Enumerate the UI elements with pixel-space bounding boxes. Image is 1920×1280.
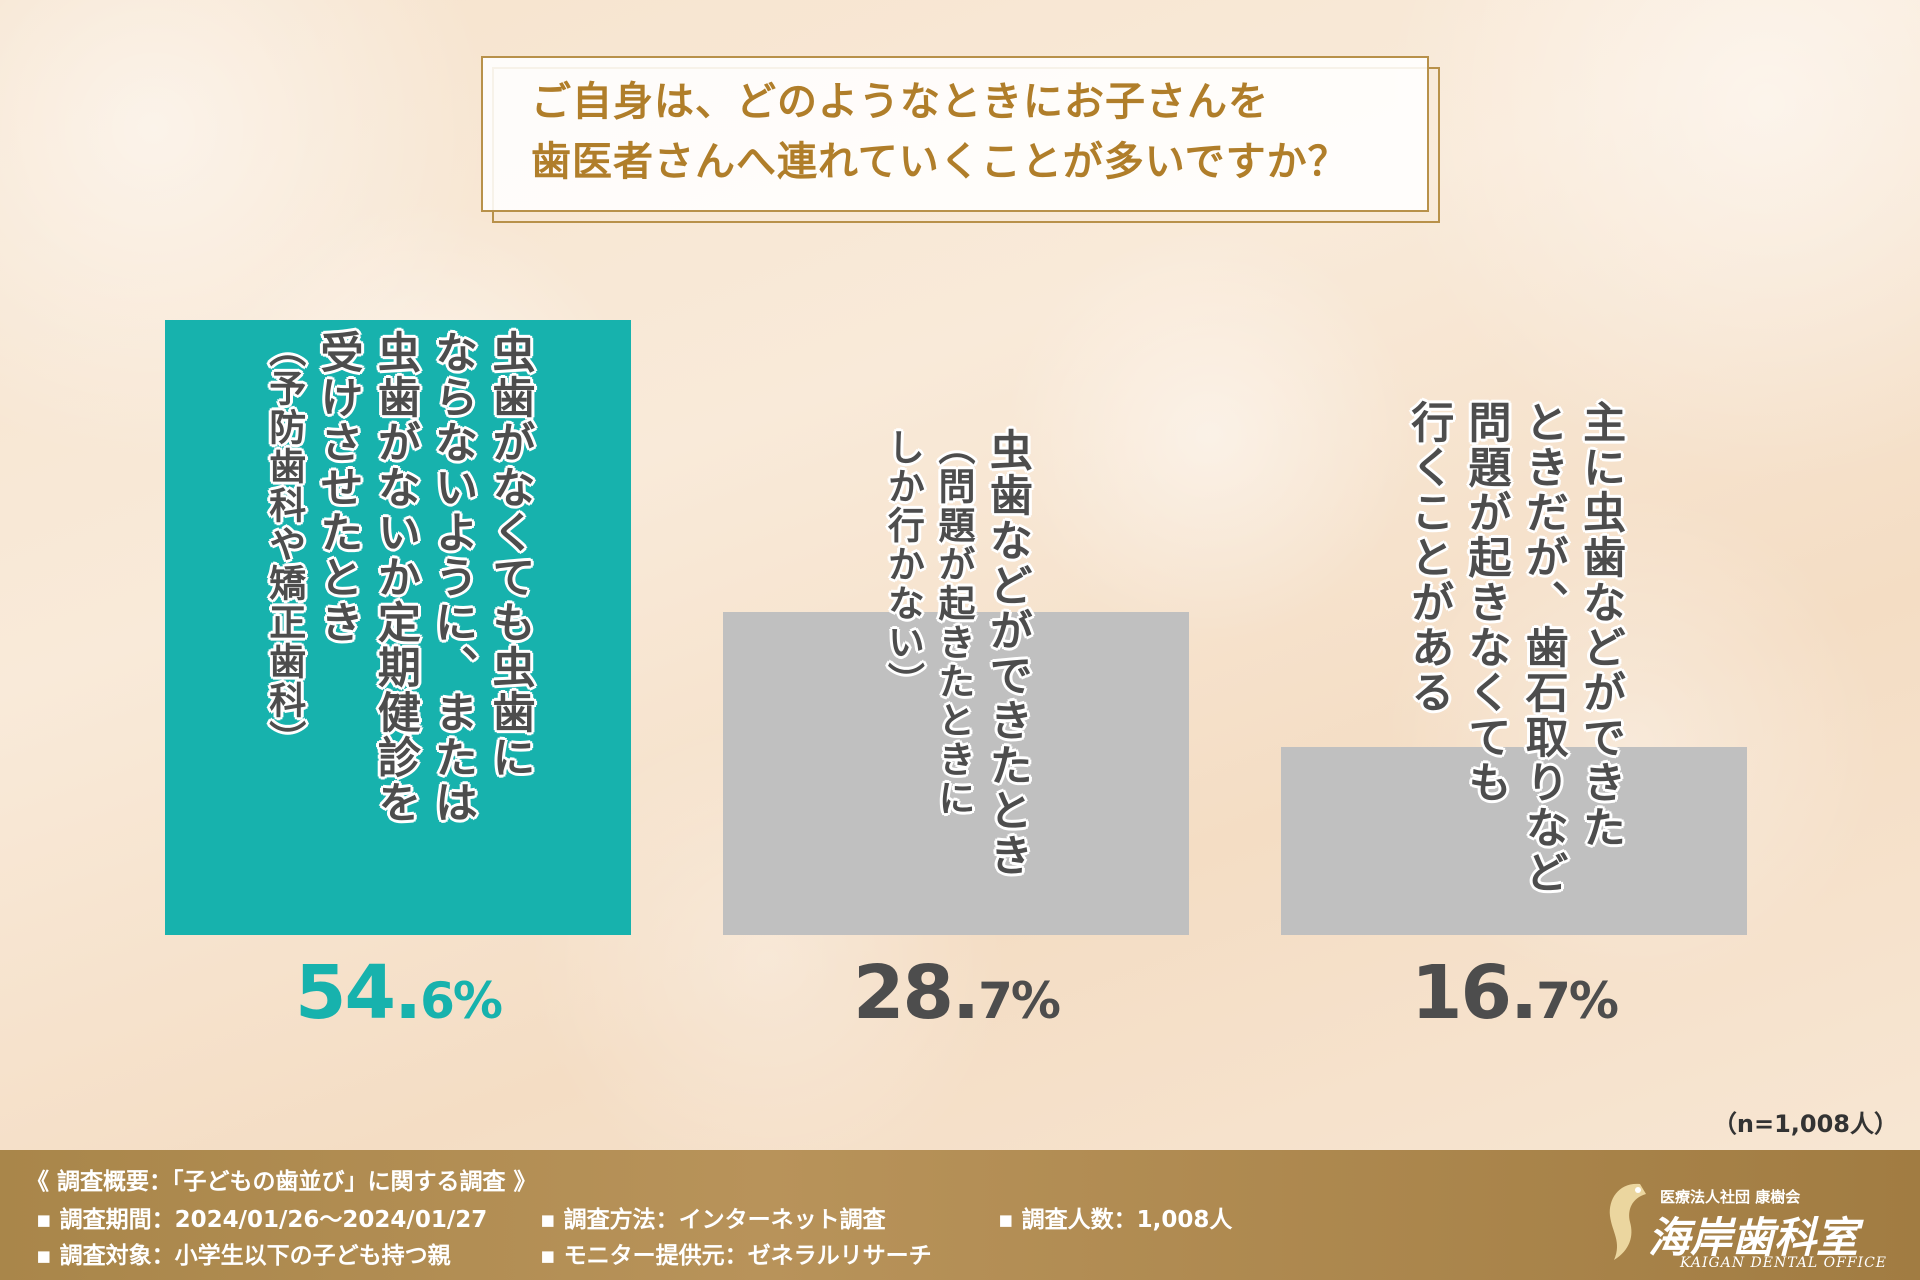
footer-method: ▪ 調査方法：インターネット調査 — [540, 1207, 886, 1233]
bar-2-label: 虫歯などができたとき （問題が起きたときに しか行かない） — [723, 428, 1189, 935]
bar-3-label: 主に虫歯などができた ときだが、歯石取りなど 問題が起きなくても 行くことがある — [1281, 400, 1747, 935]
footer-target: ▪ 調査対象：小学生以下の子ども持つ親 — [36, 1243, 451, 1269]
bar-1-label-line-4: 受けさせたとき — [313, 330, 364, 645]
footer-period: ▪ 調査期間：2024/01/26〜2024/01/27 — [36, 1207, 488, 1233]
bar-3-label-line-1: 主に虫歯などができた — [1575, 400, 1626, 850]
bar-1-label-line-5: （予防歯科や矯正歯科） — [262, 330, 306, 759]
bar-1-label: 虫歯がなくても虫歯に ならないように、または 虫歯がないか定期健診を 受けさせたとき（… — [165, 330, 631, 935]
bar-1-label-line-2: ならないように、または — [427, 330, 478, 825]
survey-footer: 《 調査概要：「子どもの歯並び」に関する調査 》 ▪ 調査期間：2024/01/… — [0, 1150, 1920, 1280]
title-line-2: 歯医者さんへ連れていくことが多いですか？ — [531, 139, 1349, 185]
logo-org-name: 医療法人社団 康樹会 — [1660, 1188, 1801, 1206]
bar-1-value: 54.6% — [163, 950, 633, 1036]
footer-provider: ▪ モニター提供元：ゼネラルリサーチ — [540, 1243, 932, 1269]
bar-3-value-dec: 7% — [1536, 972, 1619, 1030]
bar-3-value-int: 16. — [1411, 950, 1538, 1036]
bar-2 — [723, 612, 1189, 935]
bar-2-value-int: 28. — [853, 950, 980, 1036]
bar-3-label-line-3: 問題が起きなくても — [1461, 400, 1511, 805]
title-box: ご自身は、どのようなときにお子さんを 歯医者さんへ連れていくことが多いですか？ — [481, 56, 1429, 212]
bar-2-value: 28.7% — [721, 950, 1191, 1036]
bar-2-label-line-2: （問題が起きたときに — [932, 428, 976, 818]
bar-1-value-int: 54. — [295, 950, 422, 1036]
bar-3 — [1281, 747, 1747, 935]
logo-clinic-name: 海岸歯科室 — [1648, 1213, 1859, 1262]
bar-1-label-line-1: 虫歯がなくても虫歯に — [484, 330, 535, 780]
bar-1 — [165, 320, 631, 935]
bar-1-label-line-3: 虫歯がないか定期健診を — [370, 330, 421, 825]
sample-size-note: （n=1,008人） — [1712, 1110, 1898, 1138]
title-line-1: ご自身は、どのようなときにお子さんを — [531, 79, 1269, 125]
footer-count: ▪ 調査人数：1,008人 — [998, 1207, 1233, 1233]
bar-3-label-line-4: 行くことがある — [1403, 400, 1454, 715]
bar-3-label-line-2: ときだが、歯石取りなど — [1518, 400, 1569, 895]
bar-2-value-dec: 7% — [978, 972, 1061, 1030]
bar-2-label-line-3: しか行かない） — [881, 428, 925, 701]
bar-2-label-line-1: 虫歯などができたとき — [982, 428, 1033, 878]
logo-english-name: KAIGAN DENTAL OFFICE — [1680, 1255, 1888, 1271]
chart-title: ご自身は、どのようなときにお子さんを 歯医者さんへ連れていくことが多いですか？ — [531, 72, 1407, 192]
bar-3-value: 16.7% — [1279, 950, 1749, 1036]
dolphin-logo-icon — [1609, 1183, 1646, 1260]
footer-title: 《 調査概要：「子どもの歯並び」に関する調査 》 — [26, 1169, 537, 1195]
bar-1-value-dec: 6% — [420, 972, 503, 1030]
